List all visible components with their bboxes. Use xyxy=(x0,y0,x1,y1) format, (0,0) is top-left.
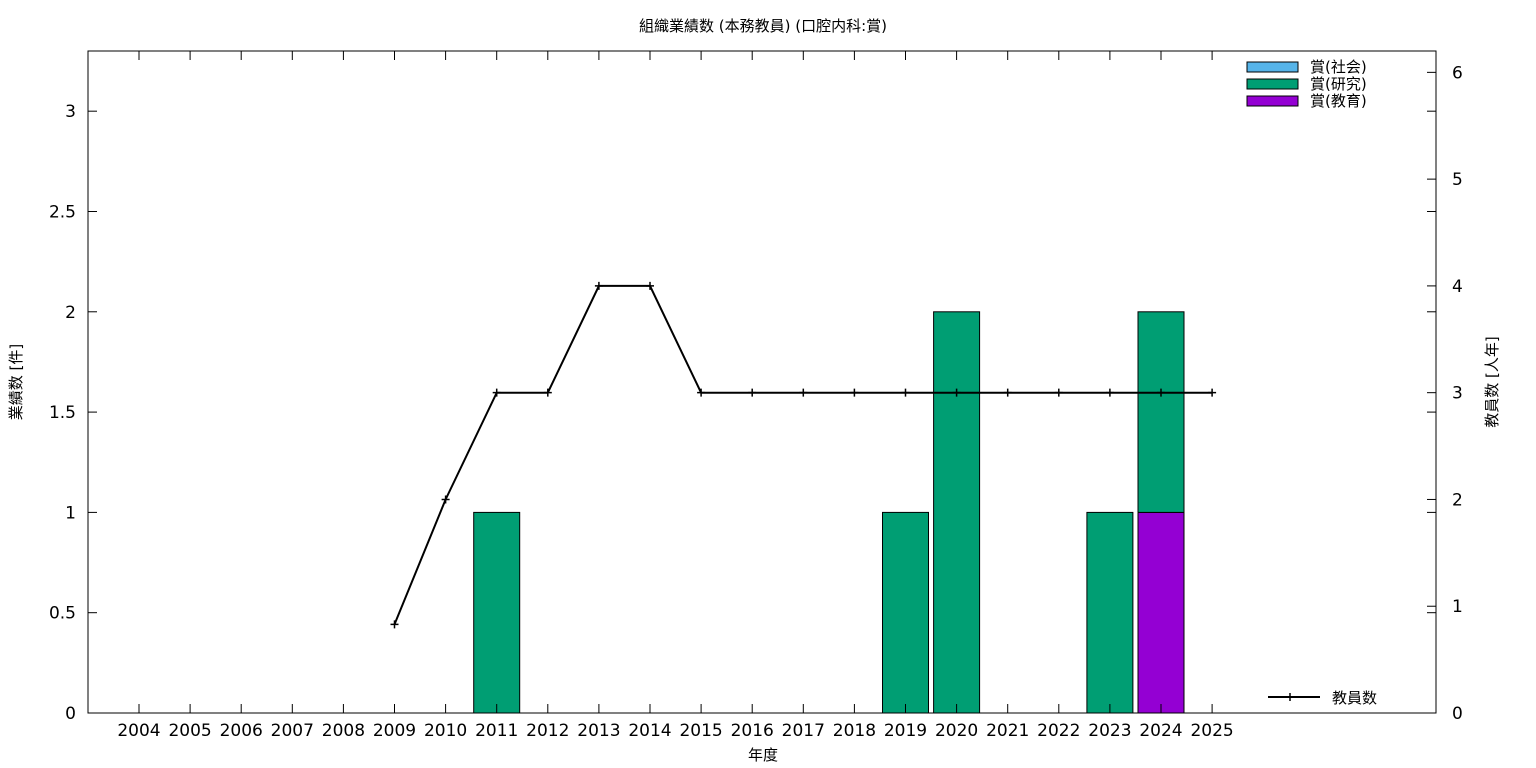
y-tick-label: 0.5 xyxy=(49,604,76,624)
x-tick-label: 2004 xyxy=(117,721,160,741)
y2-tick-label: 0 xyxy=(1452,704,1463,724)
teacher-count-point xyxy=(952,388,961,397)
y-axis-ticks: 0 0.5 1 1.5 2 2.5 3 xyxy=(49,102,1436,724)
bar-2019 xyxy=(882,511,929,714)
x-tick-label: 2005 xyxy=(168,721,211,741)
x-tick-label: 2020 xyxy=(935,721,978,741)
y2-tick-label: 5 xyxy=(1452,170,1463,190)
legend-swatch xyxy=(1246,78,1299,90)
y-tick-label: 1 xyxy=(65,503,76,523)
x-tick-label: 2025 xyxy=(1190,721,1233,741)
legend-label: 賞(教育) xyxy=(1310,92,1367,110)
x-tick-label: 2018 xyxy=(833,721,876,741)
x-tick-label: 2022 xyxy=(1037,721,1080,741)
y2-tick-label: 3 xyxy=(1452,384,1463,404)
teacher-count-point xyxy=(441,495,450,504)
teacher-count-point xyxy=(543,388,552,397)
x-tick-label: 2007 xyxy=(271,721,314,741)
teacher-count-point xyxy=(1054,388,1063,397)
line-layer xyxy=(390,281,1217,629)
x-tick-label: 2015 xyxy=(679,721,722,741)
x-tick-label: 2021 xyxy=(986,721,1029,741)
y2-axis-title: 教員数 [人年] xyxy=(1483,336,1501,427)
y-tick-label: 2 xyxy=(65,303,76,323)
teacher-count-point xyxy=(1003,388,1012,397)
x-tick-label: 2014 xyxy=(628,721,671,741)
bar-2011 xyxy=(473,511,521,714)
teacher-count-point xyxy=(1157,388,1165,397)
bar-layer xyxy=(473,311,1185,714)
x-tick-label: 2013 xyxy=(577,721,620,741)
y2-tick-label: 2 xyxy=(1452,490,1463,510)
teacher-count-point xyxy=(697,388,706,397)
legend-swatch xyxy=(1246,61,1299,73)
y-tick-label: 0 xyxy=(65,704,76,724)
teacher-count-point xyxy=(799,388,808,397)
x-axis-title: 年度 xyxy=(748,746,778,764)
y-tick-label: 3 xyxy=(65,102,76,122)
x-tick-label: 2010 xyxy=(424,721,467,741)
y-tick-label: 2.5 xyxy=(49,202,76,222)
teacher-count-point xyxy=(390,620,399,629)
x-tick-label: 2019 xyxy=(884,721,927,741)
teacher-count-point xyxy=(850,388,859,397)
y2-tick-label: 4 xyxy=(1452,277,1463,297)
x-tick-label: 2012 xyxy=(526,721,569,741)
legend-label: 賞(社会) xyxy=(1310,58,1367,76)
legend-swatch xyxy=(1246,95,1299,107)
x-tick-label: 2023 xyxy=(1088,721,1131,741)
plot-frame xyxy=(87,50,1437,714)
teacher-count-point xyxy=(748,388,757,397)
y2-axis-ticks: 0 1 2 3 4 5 6 xyxy=(1427,63,1463,724)
chart-title: 組織業績数 (本務教員) (口腔内科:賞) xyxy=(639,17,887,35)
x-axis-ticks: 2004 2005 2006 2007 2008 2009 2010 2011 2012 2013… xyxy=(117,51,1234,741)
x-tick-label: 2016 xyxy=(731,721,774,741)
x-tick-label: 2024 xyxy=(1139,721,1182,741)
bar-2023 xyxy=(1086,511,1134,714)
teacher-count-point xyxy=(901,388,910,397)
x-tick-label: 2017 xyxy=(782,721,825,741)
bar-2024 xyxy=(1137,511,1185,714)
y-axis-title: 業績数 [件] xyxy=(7,344,25,420)
teacher-count-point xyxy=(1105,388,1114,397)
legend-label: 教員数 xyxy=(1332,689,1377,707)
bar-2024 xyxy=(1137,311,1185,513)
x-tick-label: 2011 xyxy=(475,721,518,741)
y2-tick-label: 6 xyxy=(1452,63,1463,83)
teacher-count-point xyxy=(594,281,603,290)
legend-line-marker xyxy=(1286,693,1294,701)
bar-2020 xyxy=(933,311,981,714)
teacher-count-point xyxy=(1208,388,1217,397)
x-tick-label: 2009 xyxy=(373,721,416,741)
x-tick-label: 2008 xyxy=(322,721,365,741)
legend: 賞(社会)賞(研究)賞(教育) 教員数 xyxy=(1246,58,1377,707)
teacher-count-point xyxy=(492,388,501,397)
y-tick-label: 1.5 xyxy=(49,403,76,423)
legend-label: 賞(研究) xyxy=(1310,75,1367,93)
y2-tick-label: 1 xyxy=(1452,597,1463,617)
teacher-count-point xyxy=(646,281,654,290)
x-tick-label: 2006 xyxy=(220,721,263,741)
